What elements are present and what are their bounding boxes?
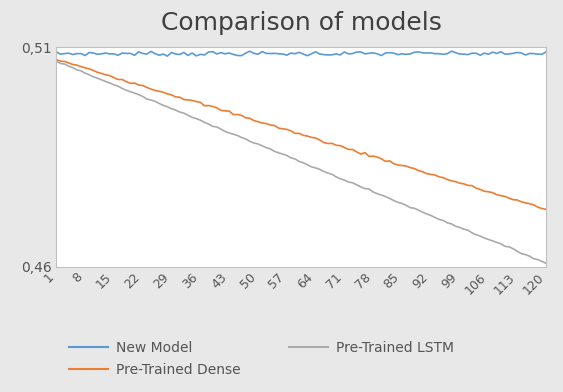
Legend: New Model, Pre-Trained Dense, Pre-Trained LSTM: New Model, Pre-Trained Dense, Pre-Traine…	[63, 335, 460, 383]
Title: Comparison of models: Comparison of models	[161, 11, 441, 35]
